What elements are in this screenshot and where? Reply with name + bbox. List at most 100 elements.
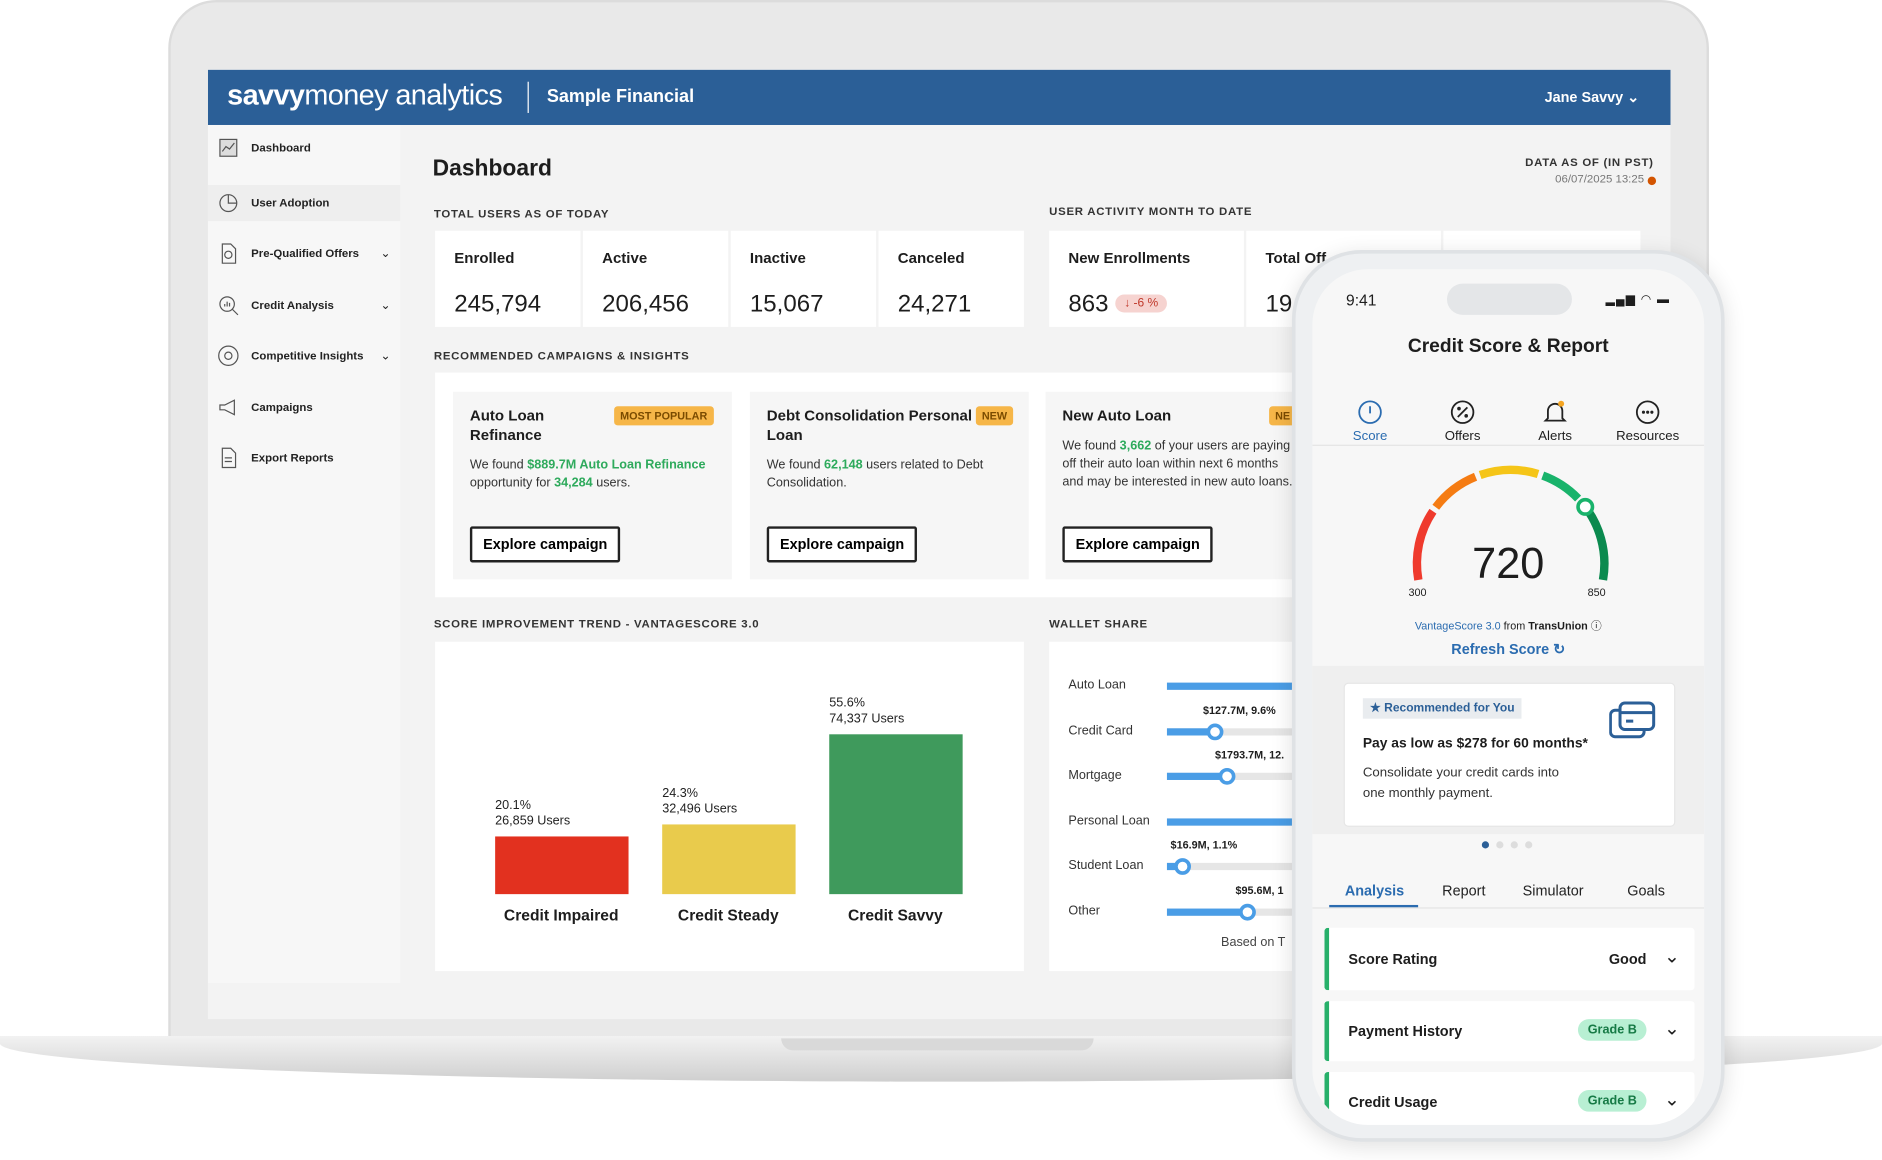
stat-value: 206,456 — [602, 290, 689, 318]
gauge-segment — [1412, 508, 1437, 581]
chevron-down-icon[interactable]: ⌄ — [380, 298, 391, 312]
sidebar-item-competitive-insights[interactable]: Competitive Insights ⌄ — [218, 338, 398, 374]
logo-savvy: savvy — [227, 79, 305, 112]
sidebar-item-dashboard[interactable]: Dashboard — [218, 130, 398, 166]
tab-alerts[interactable]: Alerts — [1513, 399, 1597, 443]
logo-rest: money analytics — [304, 79, 503, 112]
data-as-of-label: DATA AS OF (IN PST) — [1525, 156, 1654, 170]
subtab-goals[interactable]: Goals — [1627, 882, 1665, 899]
nav-label: User Adoption — [251, 196, 330, 210]
wallet-slider[interactable] — [1166, 903, 1408, 921]
stat-label: Canceled — [897, 249, 965, 267]
explore-campaign-button[interactable]: Explore campaign — [766, 526, 918, 563]
status-time: 9:41 — [1346, 290, 1377, 309]
signal-wifi-battery-icon: ▂▄▆ ◠ ▬ — [1605, 293, 1671, 307]
wallet-category: Other — [1068, 903, 1100, 919]
grade-badge: Grade B — [1578, 1090, 1647, 1112]
tab-label: Alerts — [1538, 429, 1573, 444]
gauge-segment — [1432, 472, 1478, 510]
chevron-down-icon[interactable]: ⌄ — [1664, 1090, 1681, 1111]
wallet-slider[interactable] — [1166, 858, 1408, 876]
total-users-label: TOTAL USERS AS OF TODAY — [433, 207, 610, 222]
bar-data-label: 55.6% 74,337 Users — [829, 696, 904, 727]
nav-label: Competitive Insights — [251, 349, 364, 363]
slider-knob[interactable] — [1239, 903, 1256, 921]
tab-offers[interactable]: Offers — [1421, 399, 1505, 443]
score-source: VantageScore 3.0 from TransUnion ⓘ — [1312, 618, 1704, 634]
stat-value: 245,794 — [454, 290, 542, 318]
wallet-category: Personal Loan — [1068, 813, 1150, 828]
wallet-slider[interactable] — [1166, 722, 1408, 740]
info-icon[interactable]: ⓘ — [1590, 620, 1602, 633]
sidebar-item-user-adoption[interactable]: User Adoption — [207, 185, 401, 222]
bar-percent: 55.6% — [829, 695, 866, 711]
slider-knob[interactable] — [1218, 768, 1236, 786]
slider-knob[interactable] — [1174, 858, 1191, 876]
bar-credit-impaired[interactable] — [495, 836, 629, 895]
bar-credit-savvy[interactable] — [829, 734, 963, 895]
data-as-of-value: 06/07/2025 13:25 — [1555, 173, 1645, 187]
wallet-slider[interactable] — [1166, 818, 1408, 826]
bar-credit-steady[interactable] — [662, 824, 796, 895]
source-bureau: TransUnion — [1528, 620, 1588, 633]
wallet-value: $95.6M, 1 — [1235, 884, 1284, 897]
refresh-score-button[interactable]: Refresh Score ↻ — [1312, 641, 1704, 658]
sidebar-item-pre-qualified-offers[interactable]: Pre-Qualified Offers ⌄ — [218, 236, 398, 272]
divider — [1312, 907, 1705, 909]
text: users. — [592, 475, 631, 491]
subtab-analysis[interactable]: Analysis — [1344, 882, 1405, 899]
stat-value: 863 — [1068, 290, 1109, 318]
carousel-dots[interactable] — [1481, 841, 1533, 849]
accordion-score-rating[interactable]: Score Rating Good ⌄ — [1324, 927, 1695, 991]
tab-score[interactable]: Score — [1328, 399, 1412, 443]
explore-campaign-button[interactable]: Explore campaign — [1062, 526, 1214, 563]
tab-resources[interactable]: Resources — [1606, 399, 1690, 443]
accordion-payment-history[interactable]: Payment History Grade B ⌄ — [1324, 1001, 1695, 1062]
explore-campaign-button[interactable]: Explore campaign — [469, 526, 621, 563]
accordion-credit-usage[interactable]: Credit Usage Grade B ⌄ — [1324, 1072, 1695, 1125]
chevron-down-icon[interactable]: ⌄ — [1664, 947, 1681, 968]
dynamic-island — [1446, 283, 1572, 315]
recommendation-card[interactable]: ★ Recommended for You Pay as low as $278… — [1343, 682, 1676, 827]
stat-label: Active — [602, 249, 648, 267]
percent-icon — [1450, 400, 1475, 424]
wallet-value: $127.7M, 9.6% — [1203, 703, 1276, 716]
chevron-down-icon[interactable]: ⌄ — [380, 246, 391, 261]
category-label: Credit Steady — [677, 906, 779, 925]
wallet-slider[interactable] — [1166, 768, 1408, 786]
subtab-simulator[interactable]: Simulator — [1522, 882, 1584, 899]
sidebar: Dashboard User Adoption Pre-Qualified Of… — [207, 124, 401, 984]
wallet-category: Student Loan — [1068, 858, 1144, 873]
subtab-report[interactable]: Report — [1442, 882, 1486, 899]
wallet-slider[interactable] — [1166, 682, 1408, 690]
badge-new: NEW — [975, 406, 1014, 426]
phone-frame: 9:41 ▂▄▆ ◠ ▬ Credit Score & Report Score… — [1291, 249, 1725, 1142]
score-gauge — [1412, 465, 1609, 581]
tab-label: Score — [1352, 429, 1388, 444]
slider-knob[interactable] — [1206, 722, 1224, 740]
chevron-down-icon[interactable]: ⌄ — [380, 349, 391, 363]
campaign-desc: We found $889.7M Auto Loan Refinance opp… — [470, 457, 722, 493]
wallet-category: Credit Card — [1068, 722, 1133, 738]
user-menu[interactable]: Jane Savvy ⌄ — [1544, 88, 1640, 106]
source-model: VantageScore 3.0 — [1414, 620, 1501, 633]
wallet-category: Mortgage — [1068, 768, 1122, 783]
page-title: Dashboard — [432, 156, 552, 182]
dot-active[interactable] — [1481, 841, 1490, 849]
magnifier-chart-icon — [219, 296, 239, 316]
sidebar-item-credit-analysis[interactable]: Credit Analysis ⌄ — [218, 287, 398, 323]
score-trend-chart: 20.1% 26,859 Users Credit Impaired 24.3% 32,… — [435, 641, 1024, 972]
sidebar-item-export-reports[interactable]: Export Reports — [218, 440, 398, 476]
dot[interactable] — [1496, 841, 1504, 849]
campaign-card: New Auto Loan NE We found 3,662 of your … — [1045, 391, 1325, 580]
dot[interactable] — [1525, 841, 1533, 849]
category-label: Credit Savvy — [848, 906, 943, 925]
bar-users: 74,337 Users — [829, 711, 905, 726]
dot[interactable] — [1510, 841, 1518, 849]
sidebar-item-campaigns[interactable]: Campaigns — [218, 389, 398, 425]
nav-label: Pre-Qualified Offers — [251, 246, 360, 261]
activity-label: USER ACTIVITY MONTH TO DATE — [1049, 205, 1253, 219]
highlight: 62,148 — [824, 457, 863, 473]
logo[interactable]: savvymoney analytics — [227, 79, 503, 113]
chevron-down-icon[interactable]: ⌄ — [1664, 1019, 1681, 1040]
